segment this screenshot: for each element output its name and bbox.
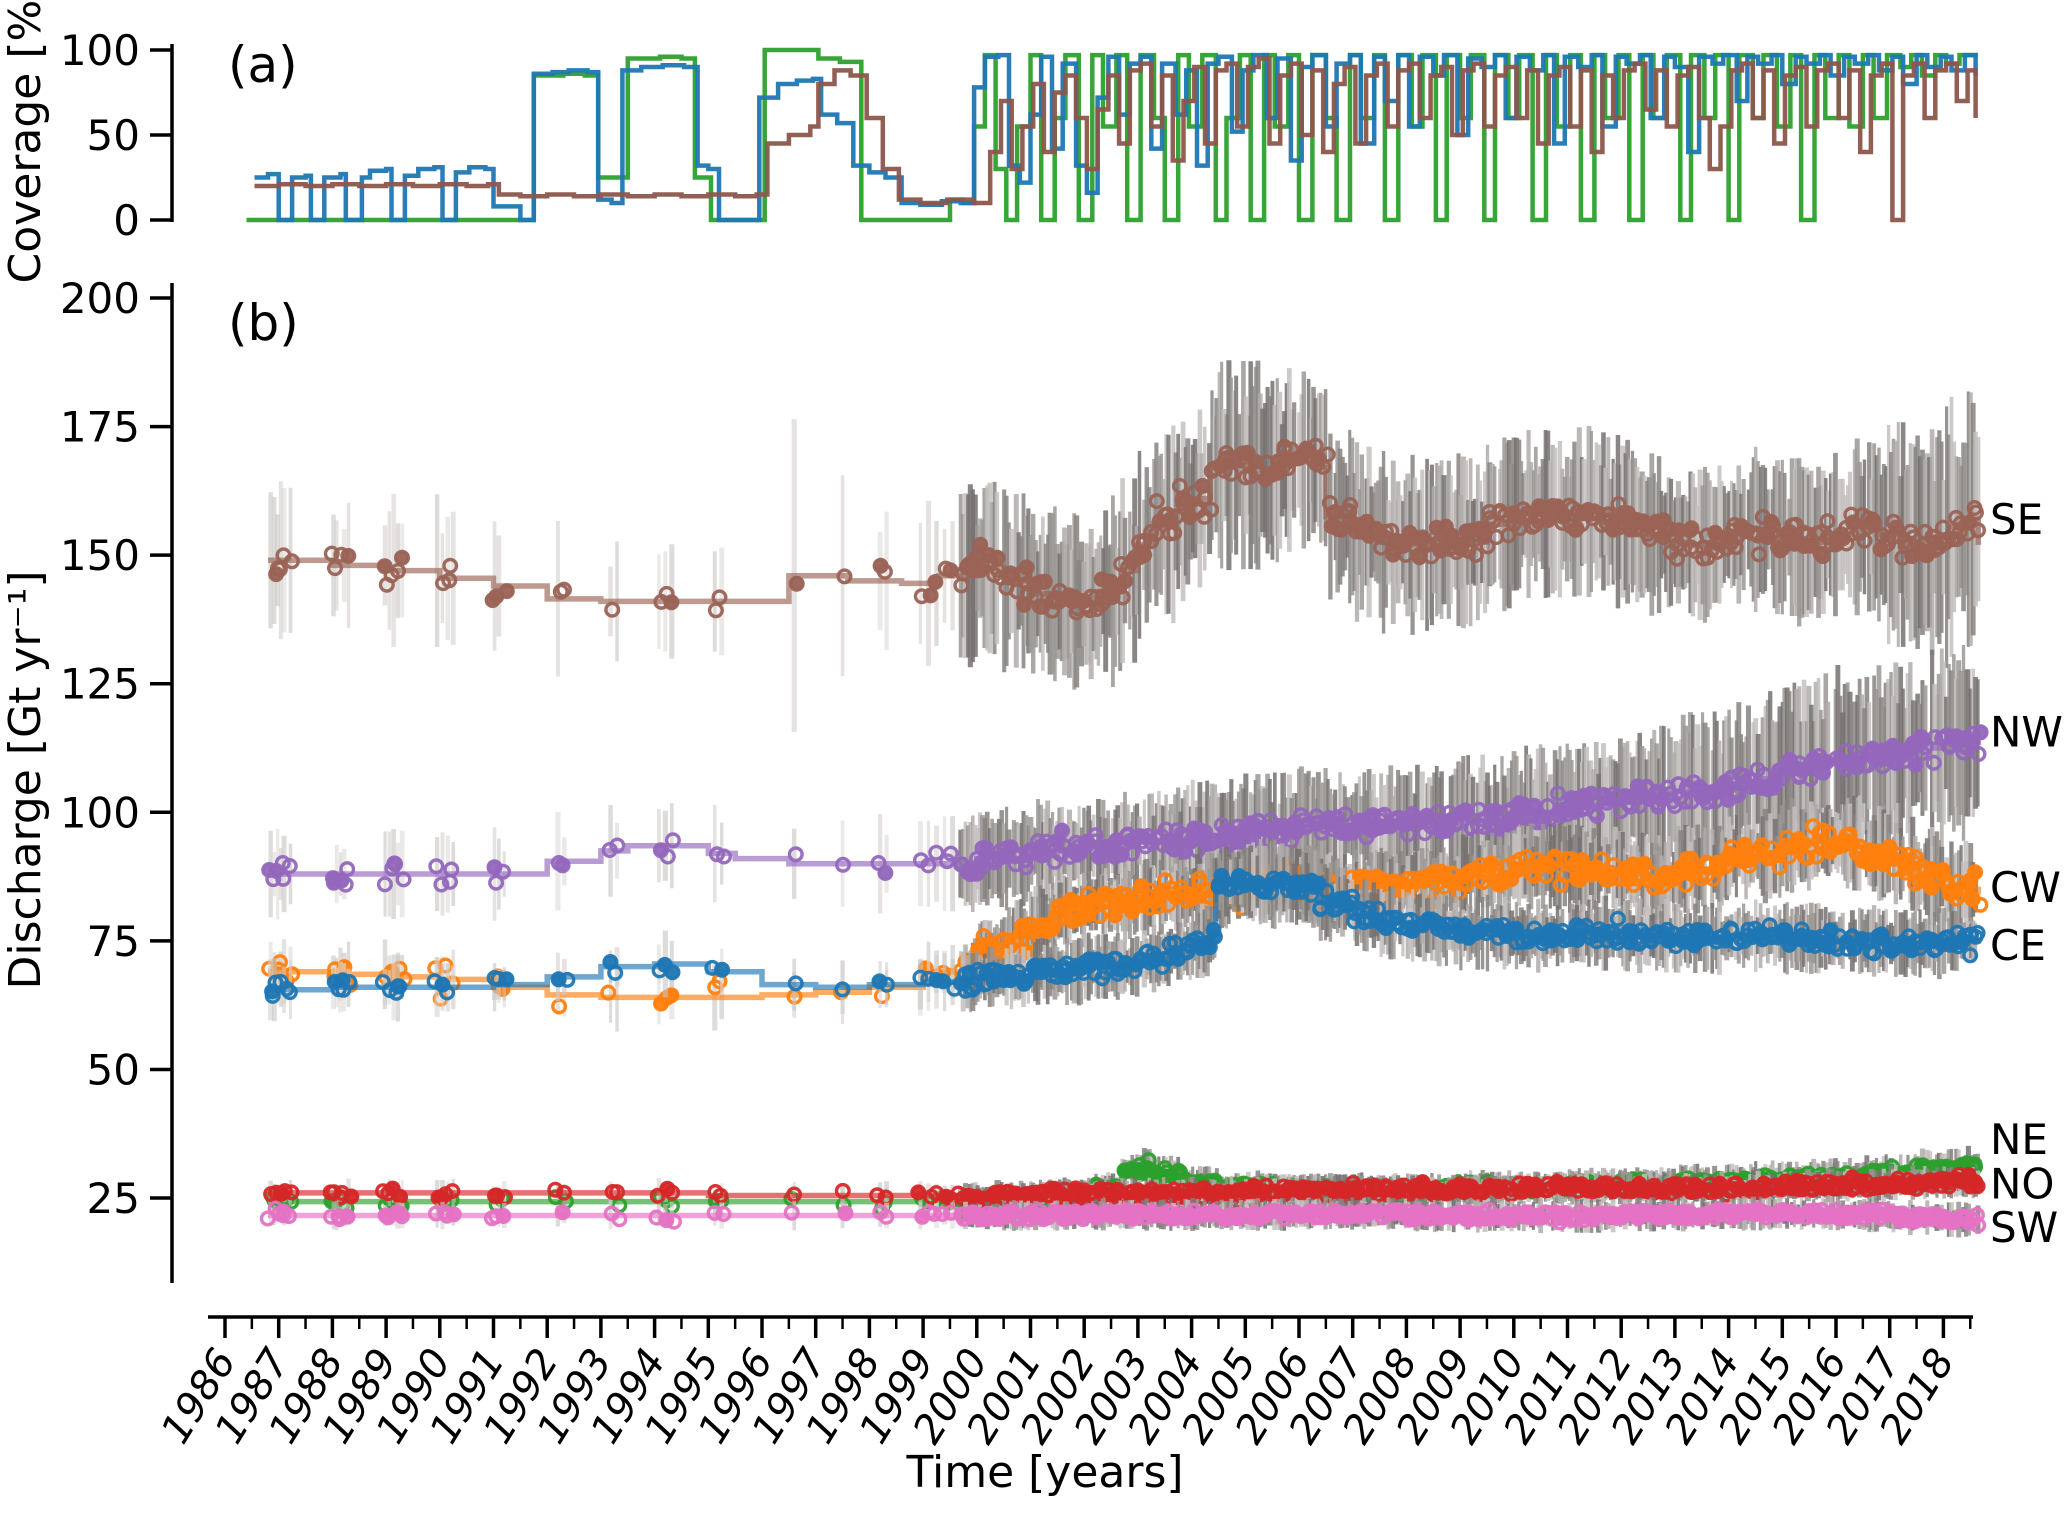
panel-b-ytick-label: 75 xyxy=(87,917,140,966)
x-axis-label: Time [years] xyxy=(905,1447,1183,1498)
panel-a-letter: (a) xyxy=(228,36,298,94)
panel-b-ytick-label: 150 xyxy=(60,531,140,580)
panel-b-ytick-label: 200 xyxy=(60,274,140,323)
series-label-SE: SE xyxy=(1990,495,2043,544)
panel-b-ylabel: Discharge [Gt yr⁻¹] xyxy=(0,570,51,989)
panel-a-ytick-label: 0 xyxy=(113,196,140,245)
series-label-NO: NO xyxy=(1990,1160,2054,1209)
series-label-SW: SW xyxy=(1990,1203,2058,1252)
panel-b-ytick-label: 125 xyxy=(60,660,140,709)
series-label-NW: NW xyxy=(1990,708,2063,757)
panel-b-ytick-label: 50 xyxy=(87,1045,140,1094)
panel-b-letter: (b) xyxy=(228,294,299,352)
series-label-CE: CE xyxy=(1990,921,2046,970)
panel-a-ytick-label: 100 xyxy=(60,26,140,75)
panel-b-ytick-label: 100 xyxy=(60,788,140,837)
panel-a-ytick-label: 50 xyxy=(87,111,140,160)
panel-b-ytick-label: 175 xyxy=(60,403,140,452)
panel-a-ylabel: Coverage [%] xyxy=(0,0,51,283)
series-label-CW: CW xyxy=(1990,863,2061,912)
series-label-NE: NE xyxy=(1990,1115,2048,1164)
panel-b-ytick-label: 25 xyxy=(87,1174,140,1223)
